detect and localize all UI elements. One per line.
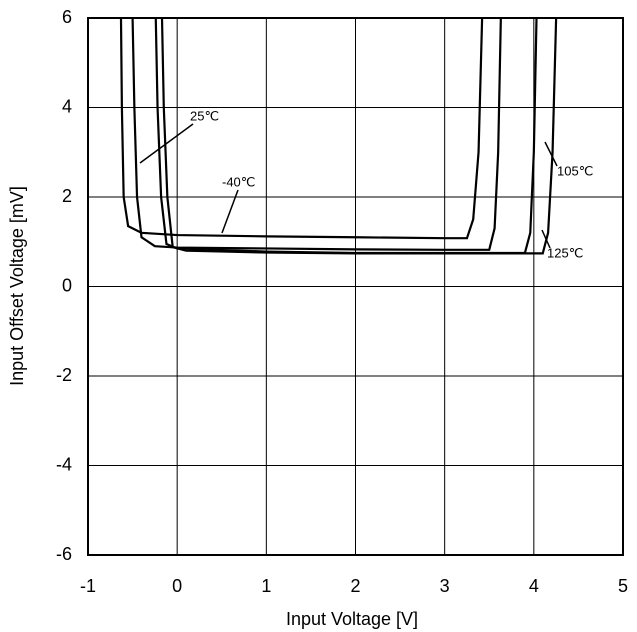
x-tick-label: 1 [261,576,271,596]
y-tick-label: 0 [62,275,72,295]
x-axis-title: Input Voltage [V] [286,609,418,629]
series-line [160,18,558,255]
x-tick-label: 5 [618,576,628,596]
legend-label: 125℃ [547,245,583,260]
x-tick-label: -1 [80,576,96,596]
callout-line [139,123,194,164]
legend-label: 25℃ [190,108,219,123]
series-line [119,18,484,240]
x-tick-label: 0 [172,576,182,596]
callout-line [541,229,551,249]
y-tick-label: 2 [62,186,72,206]
x-tick-label: 2 [350,576,360,596]
y-tick-label: 6 [62,7,72,27]
y-tick-label: -2 [56,365,72,385]
y-tick-label: 4 [62,96,72,116]
x-tick-label: 3 [440,576,450,596]
x-tick-label: 4 [529,576,539,596]
plot-frame [87,17,624,556]
series-line [131,18,502,251]
legend-label: -40℃ [222,174,255,189]
legend-label: 105℃ [557,163,593,178]
y-tick-label: -6 [56,544,72,564]
callout-line [544,141,558,167]
callout-line [221,189,239,234]
y-axis-title: Input Offset Voltage [mV] [7,186,27,386]
y-tick-label: -4 [56,454,72,474]
